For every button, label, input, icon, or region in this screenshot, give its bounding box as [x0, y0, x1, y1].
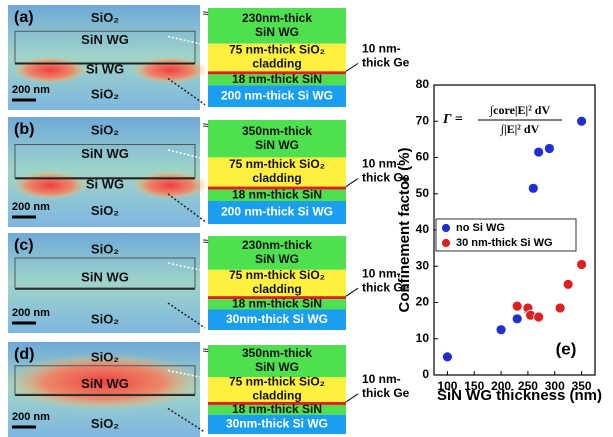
layer-label: 75 nm-thick SiO₂ — [229, 43, 325, 57]
panel-label: (e) — [556, 339, 577, 358]
data-point — [555, 303, 565, 313]
hot-spot — [132, 56, 208, 83]
layer-label: 30nm-thick Si WG — [226, 417, 328, 431]
image-label: Si WG — [86, 62, 124, 77]
layer-label: 75 nm-thick SiO₂ — [229, 268, 325, 282]
layer-label: 18 nm-thick SiN — [232, 402, 322, 416]
layer-label: 30nm-thick Si WG — [226, 312, 328, 326]
legend-marker — [442, 224, 451, 233]
image-label: SiO₂ — [91, 350, 119, 365]
layer-label: 230nm-thick — [242, 238, 312, 252]
image-label: SiO₂ — [91, 10, 119, 25]
image-label: SiO₂ — [91, 203, 119, 218]
panel-label: (d) — [14, 346, 34, 363]
ge-label: 10 nm- — [362, 266, 401, 280]
ge-pointer — [346, 288, 358, 296]
panel-label: (a) — [14, 9, 34, 26]
layer-label: 18 nm-thick SiN — [232, 297, 322, 311]
hot-spot — [12, 56, 88, 83]
hot-spot — [132, 171, 208, 200]
layer-label: cladding — [252, 389, 301, 403]
image-label: SiO₂ — [91, 311, 119, 326]
image-label: SiO₂ — [91, 241, 119, 256]
scale-bar-label: 200 nm — [12, 84, 50, 96]
break-mark: ≈ — [203, 9, 209, 20]
y-tick-label: 30 — [416, 258, 430, 272]
data-point — [534, 147, 544, 157]
layer-label: SiN WG — [255, 138, 299, 152]
layer-label: 75 nm-thick SiO₂ — [229, 157, 325, 171]
image-label: SiO₂ — [91, 87, 119, 102]
y-tick-label: 70 — [416, 113, 430, 127]
data-point — [577, 259, 587, 269]
y-tick-label: 20 — [416, 295, 430, 309]
image-label: SiO₂ — [91, 416, 119, 431]
y-tick-label: 0 — [422, 367, 429, 381]
data-point — [544, 143, 554, 153]
ge-label: thick Ge — [362, 386, 410, 400]
formula: Γ = — [442, 112, 463, 127]
x-axis-title: SiN WG thickness (nm) — [437, 387, 602, 404]
layer-label: 350nm-thick — [242, 124, 312, 138]
y-tick-label: 10 — [416, 331, 430, 345]
legend-marker — [442, 239, 451, 248]
y-tick-label: 80 — [416, 77, 430, 91]
break-mark: ≈ — [203, 346, 209, 357]
layer-label: cladding — [252, 171, 301, 185]
layer-label: cladding — [252, 282, 301, 296]
ge-label: thick Ge — [362, 56, 410, 70]
data-point — [563, 279, 573, 289]
data-point — [512, 314, 522, 324]
formula: ∫|E|² dV — [500, 122, 540, 136]
figure: (a)SiO₂SiN WGSi WGSiO₂200 nm230nm-thickS… — [0, 0, 613, 437]
ge-pointer — [346, 179, 358, 187]
ge-pointer — [346, 394, 358, 402]
legend-label: 30 nm-thick Si WG — [456, 237, 553, 249]
layer-label: SiN WG — [255, 25, 299, 39]
image-label: SiN WG — [81, 376, 129, 391]
layer-label: 18 nm-thick SiN — [232, 72, 322, 86]
ge-label: 10 nm- — [362, 157, 401, 171]
data-point — [496, 325, 506, 335]
y-axis-title: Confinement factor (%) — [396, 147, 413, 312]
image-label: SiN WG — [81, 146, 129, 161]
hot-spot — [12, 171, 88, 200]
y-tick-label: 40 — [416, 222, 430, 236]
data-point — [577, 116, 587, 126]
layer-label: SiN WG — [255, 360, 299, 374]
formula: ∫core|E|² dV — [489, 103, 551, 117]
data-point — [534, 312, 544, 322]
scale-bar-label: 200 nm — [12, 411, 50, 423]
layer-label: 200 nm-thick Si WG — [221, 88, 333, 102]
layer-label: 230nm-thick — [242, 11, 312, 25]
layer-label: 350nm-thick — [242, 346, 312, 360]
layer-label: 200 nm-thick Si WG — [221, 205, 333, 219]
ge-label: 10 nm- — [362, 372, 401, 386]
image-label: Si WG — [86, 177, 124, 192]
y-tick-label: 50 — [416, 186, 430, 200]
y-tick-label: 60 — [416, 150, 430, 164]
ge-label: 10 nm- — [362, 42, 401, 56]
data-point — [442, 352, 452, 362]
break-mark: ≈ — [203, 237, 209, 248]
ge-pointer — [346, 63, 358, 71]
panel-label: (b) — [14, 121, 34, 138]
image-label: SiO₂ — [91, 123, 119, 138]
layer-label: cladding — [252, 57, 301, 71]
break-mark: ≈ — [203, 121, 209, 132]
layer-label: 75 nm-thick SiO₂ — [229, 375, 325, 389]
legend-label: no Si WG — [456, 222, 505, 234]
layer-label: 18 nm-thick SiN — [232, 187, 322, 201]
data-point — [528, 183, 538, 193]
layer-label: SiN WG — [255, 252, 299, 266]
image-label: SiN WG — [81, 269, 129, 284]
image-label: SiN WG — [81, 32, 129, 47]
panel-label: (c) — [14, 237, 34, 254]
scale-bar-label: 200 nm — [12, 307, 50, 319]
data-point — [512, 301, 522, 311]
scale-bar-label: 200 nm — [12, 201, 50, 213]
